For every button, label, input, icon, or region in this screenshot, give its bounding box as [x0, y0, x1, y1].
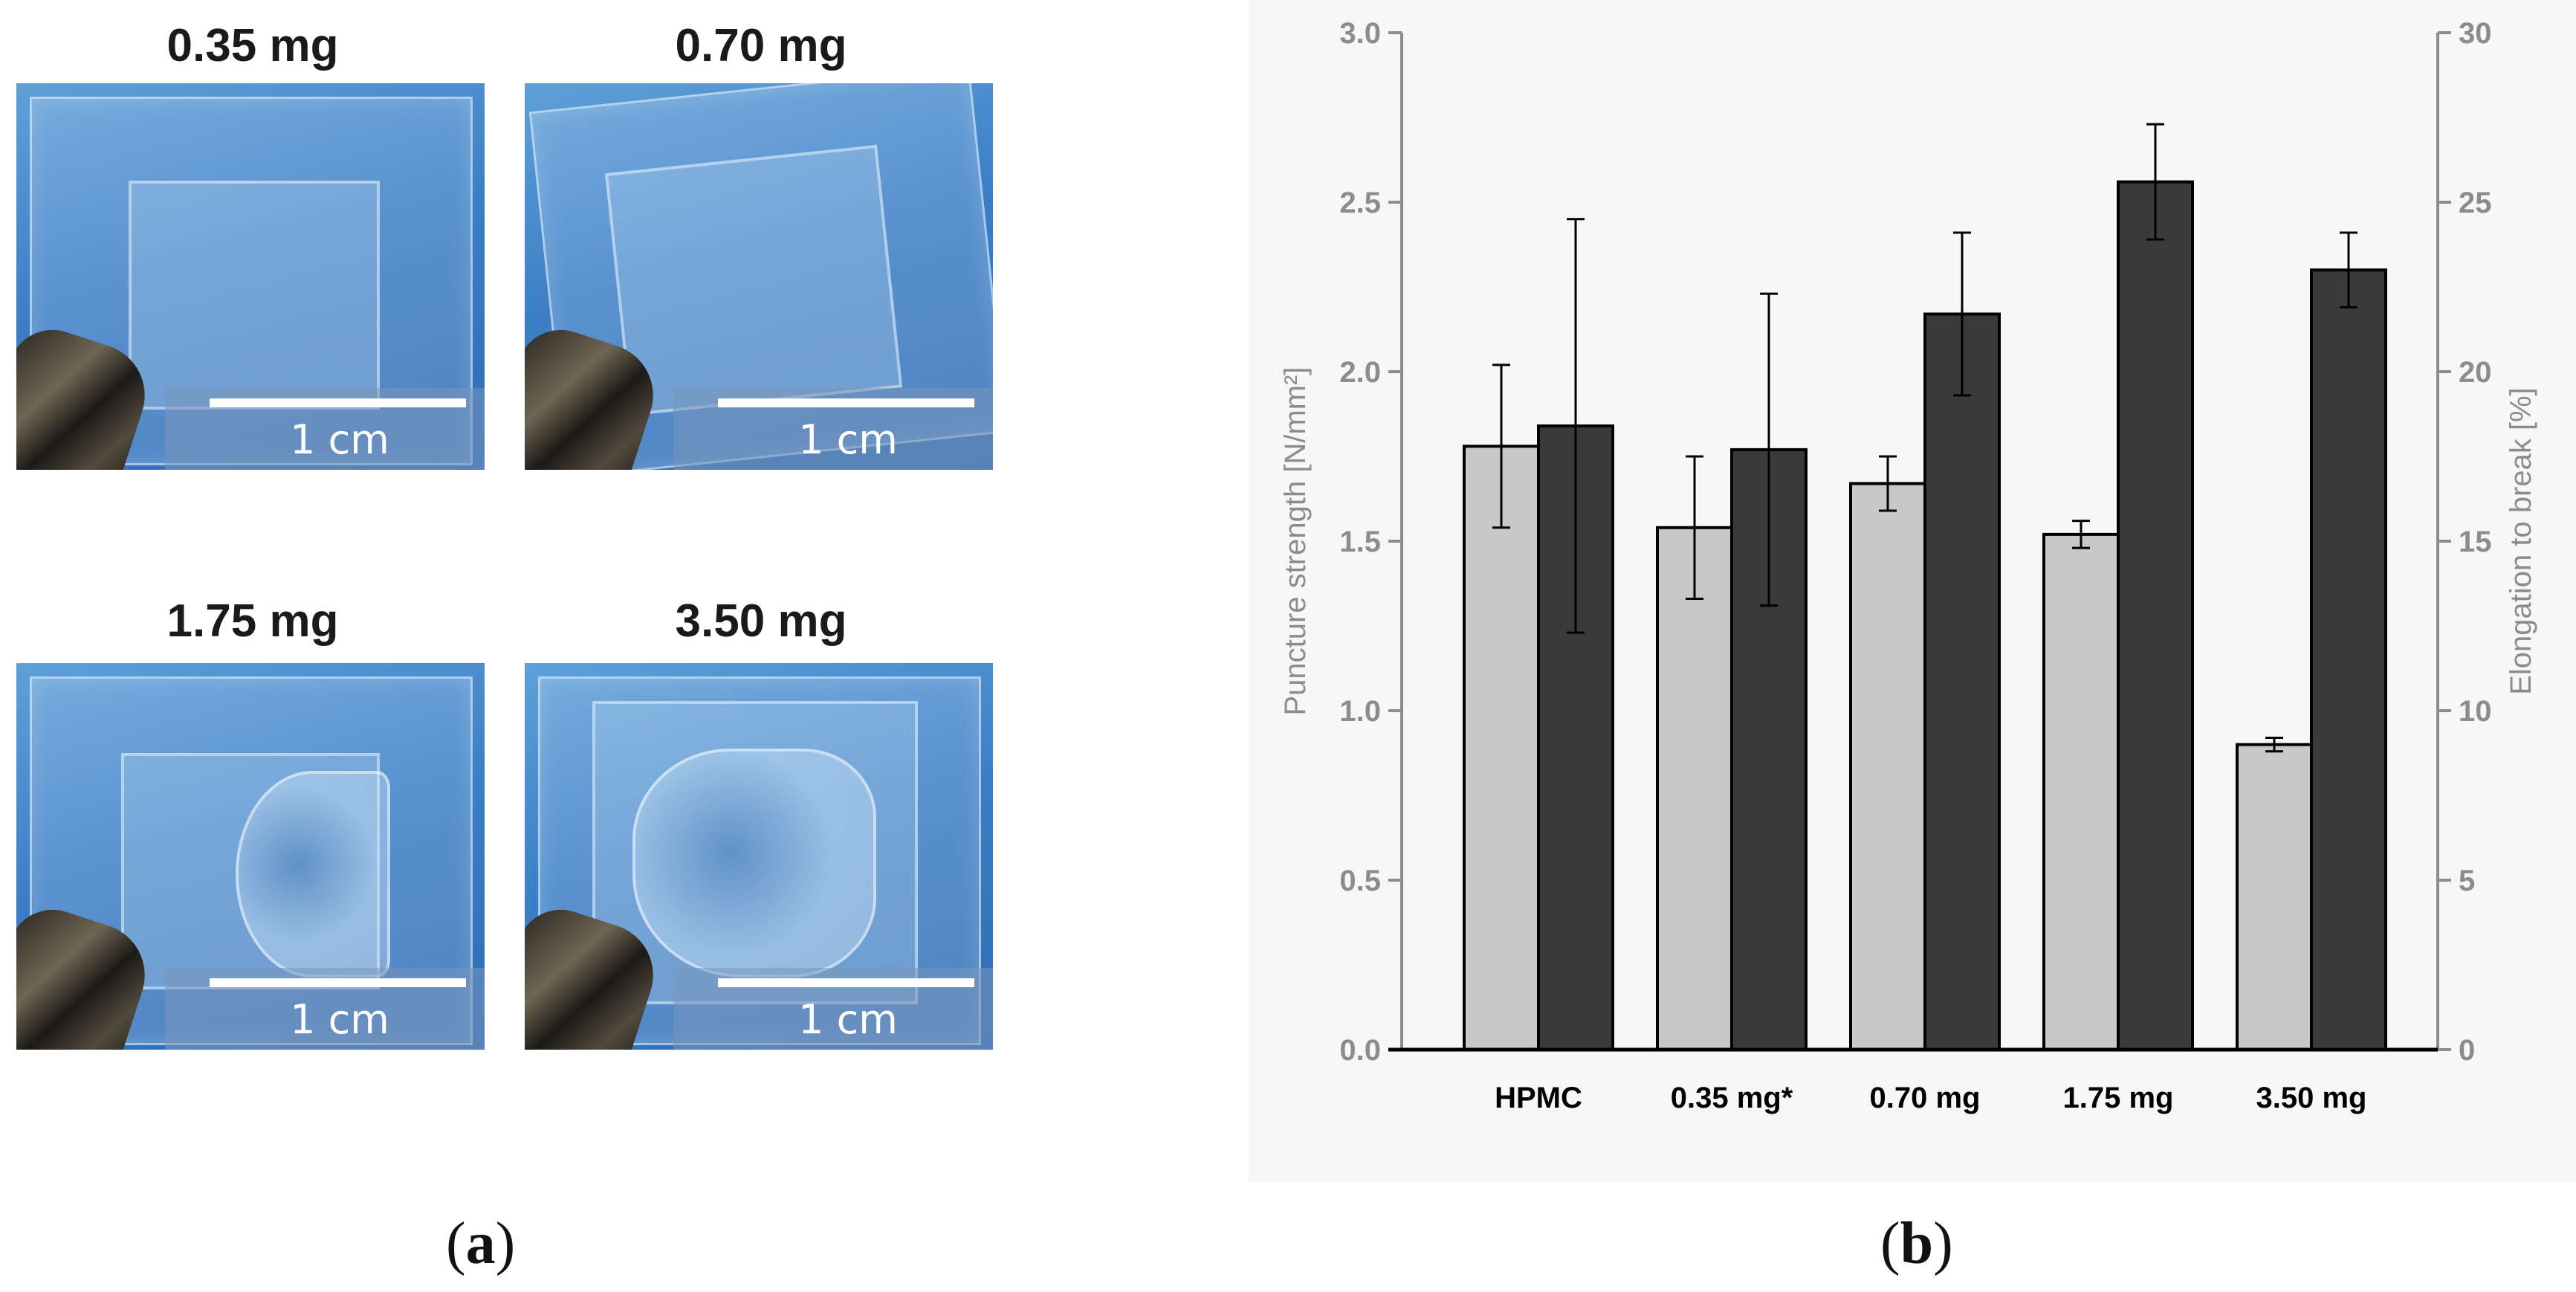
caption-b-letter: b: [1900, 1211, 1934, 1276]
photo-label-3-50mg: 3.50 mg: [675, 595, 847, 647]
x-category-label: 1.75 mg: [2063, 1082, 2174, 1114]
left-tick-label: 0.0: [1339, 1034, 1381, 1067]
photo-label-0-70mg: 0.70 mg: [675, 20, 847, 71]
scale-bar-label: 1 cm: [798, 416, 898, 463]
left-tick-label: 0.5: [1339, 865, 1381, 897]
photo-label-1-75mg: 1.75 mg: [166, 595, 339, 647]
left-tick-label: 1.5: [1339, 526, 1381, 558]
photo-panel: 0.35 mg 0.70 mg 1.75 mg 3.50 mg 1 cm 1 c…: [0, 0, 1011, 1160]
caption-a: (a): [446, 1210, 515, 1278]
scale-bar-label: 1 cm: [290, 416, 389, 463]
scale-bar: [210, 398, 466, 407]
caption-b-close: ): [1933, 1211, 1953, 1276]
scale-bar: [718, 978, 974, 987]
caption-a-open: (: [446, 1211, 466, 1276]
scale-bar-box: 1 cm: [673, 968, 993, 1050]
left-tick-label: 2.5: [1339, 187, 1381, 219]
bar-chart: 0.0 0.5 1.0 1.5 2.0 2.5 3.0 0 5 10 15 20 25 30 Punctur…: [1279, 17, 2537, 1114]
right-tick-label: 15: [2459, 526, 2492, 558]
caption-a-letter: a: [465, 1211, 496, 1276]
bar-puncture-2: [1849, 482, 1926, 1051]
film-photo-0-35mg: 1 cm: [16, 83, 485, 470]
bar-elongation-2: [1923, 312, 2001, 1052]
right-tick-label: 5: [2459, 865, 2475, 897]
film-compartment: [129, 181, 380, 410]
caption-b: (b): [1880, 1210, 1953, 1278]
x-category-label: 0.35 mg*: [1671, 1082, 1793, 1114]
right-tick-label: 0: [2459, 1034, 2475, 1067]
caption-a-close: ): [495, 1211, 516, 1276]
film-compartment: [121, 753, 390, 989]
bar-puncture-1: [1656, 526, 1733, 1051]
scale-bar-box: 1 cm: [673, 388, 993, 470]
right-tick-label: 30: [2459, 17, 2492, 50]
left-tick-label: 3.0: [1339, 17, 1381, 50]
x-category-label: 3.50 mg: [2256, 1082, 2367, 1114]
bar-elongation-3: [2117, 180, 2194, 1051]
scale-bar-box: 1 cm: [165, 968, 485, 1050]
x-category-label: HPMC: [1495, 1082, 1582, 1114]
right-tick-label: 25: [2459, 187, 2492, 219]
scale-bar-box: 1 cm: [165, 388, 485, 470]
x-category-label: 0.70 mg: [1870, 1082, 1981, 1114]
left-axis-title: Puncture strength [N/mm²]: [1279, 366, 1312, 715]
film-cavity: [236, 771, 390, 978]
scale-bar-label: 1 cm: [290, 996, 389, 1043]
left-tick-label: 1.0: [1339, 695, 1381, 728]
bar-puncture-0: [1463, 445, 1540, 1051]
right-tick-label: 10: [2459, 695, 2492, 728]
right-tick-label: 20: [2459, 356, 2492, 389]
film-photo-1-75mg: 1 cm: [16, 663, 485, 1050]
film-photo-3-50mg: 1 cm: [525, 663, 993, 1050]
scale-bar: [210, 978, 466, 987]
caption-b-open: (: [1880, 1211, 1900, 1276]
right-axis-title: Elongation to break [%]: [2505, 387, 2537, 695]
chart-panel: 0.0 0.5 1.0 1.5 2.0 2.5 3.0 0 5 10 15 20 25 30 Punctur…: [1249, 0, 2576, 1182]
scale-bar: [718, 398, 974, 407]
left-tick-label: 2.0: [1339, 356, 1381, 389]
bar-puncture-3: [2042, 532, 2120, 1051]
bar-puncture-4: [2236, 743, 2313, 1051]
scale-bar-label: 1 cm: [798, 996, 898, 1043]
photo-label-0-35mg: 0.35 mg: [166, 20, 339, 71]
film-compartment: [604, 144, 903, 416]
film-photo-0-70mg: 1 cm: [525, 83, 993, 470]
bar-elongation-4: [2310, 268, 2387, 1052]
film-cavity: [632, 749, 876, 978]
